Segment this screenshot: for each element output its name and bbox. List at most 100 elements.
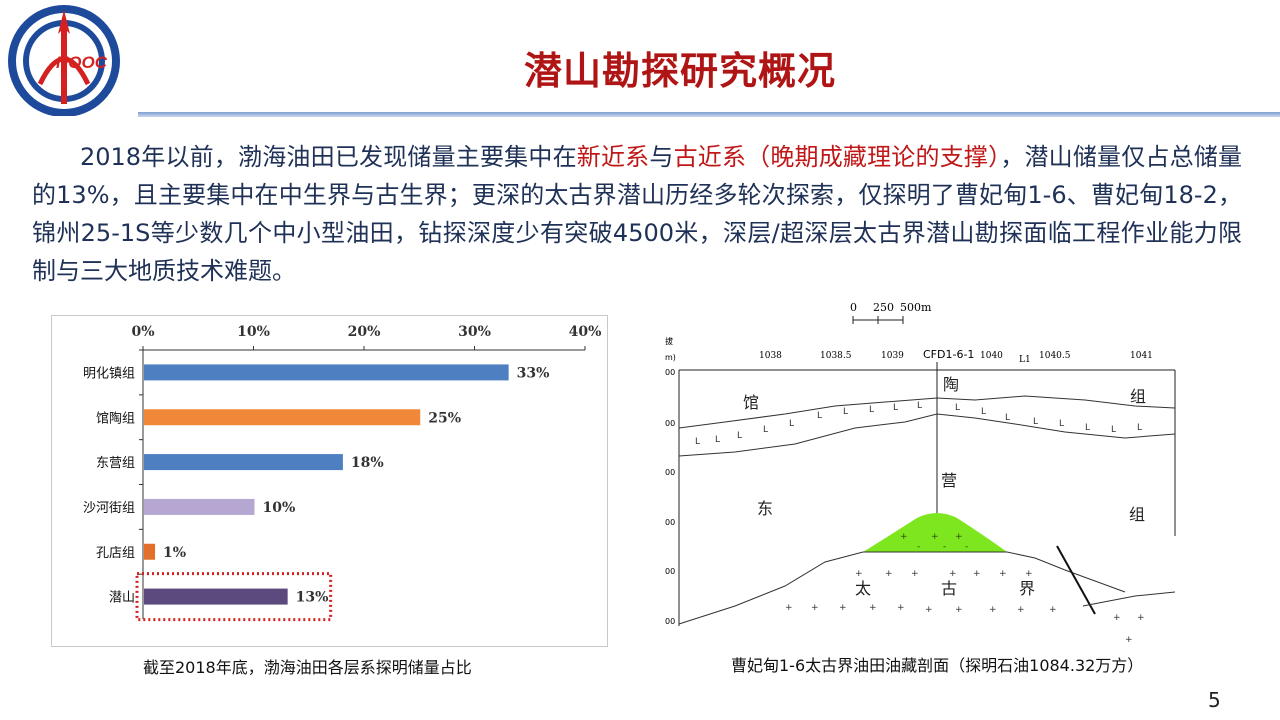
y-category-label: 孔店组 <box>96 546 135 561</box>
svg-text:L: L <box>955 403 960 413</box>
y-category-label: 明化镇组 <box>83 366 135 381</box>
highlight-paleogene: 古近系（晚期成藏理论的支撑） <box>673 143 1001 171</box>
x-tick-label: 30% <box>458 324 491 340</box>
section-caption: 曹妃甸1-6太古界油田油藏剖面（探明石油1084.32万方） <box>731 656 1144 675</box>
page-title: 潜山勘探研究概况 <box>523 49 836 93</box>
well-label: 1040.5 <box>1039 351 1071 361</box>
paragraph-text-2: 与 <box>649 143 674 171</box>
depth-label: 00 <box>665 567 675 576</box>
depth-label: 00 <box>665 617 675 626</box>
svg-text:+: + <box>1025 569 1033 579</box>
well-label: 1038.5 <box>820 351 852 361</box>
svg-text:L: L <box>1059 419 1064 429</box>
y-category-label: 馆陶组 <box>96 410 135 426</box>
svg-text:L: L <box>1005 413 1010 423</box>
y-category-label: 东营组 <box>96 456 135 471</box>
svg-text:+: + <box>949 569 957 579</box>
svg-text:L: L <box>981 407 986 417</box>
svg-text:+: + <box>989 605 997 615</box>
svg-text:+: + <box>897 603 905 613</box>
well-label: L1 <box>1019 355 1031 365</box>
formation-label: 陶 <box>943 375 959 394</box>
depth-label: 00 <box>665 518 675 527</box>
svg-text:+: + <box>1113 613 1121 623</box>
svg-text:L: L <box>763 425 768 435</box>
scale-label: 250 <box>873 301 894 314</box>
bar-value-label: 1% <box>163 545 186 561</box>
formation-label: 太 <box>855 579 871 598</box>
svg-text:+: + <box>931 532 939 542</box>
bar-value-label: 18% <box>351 455 384 471</box>
svg-text:+: + <box>839 603 847 613</box>
svg-text:+: + <box>1049 605 1057 615</box>
svg-text:+: + <box>973 569 981 579</box>
svg-text:L: L <box>1111 425 1116 435</box>
formation-label: 营 <box>941 471 957 490</box>
bar-value-label: 25% <box>428 410 461 426</box>
x-tick-label: 40% <box>569 324 602 340</box>
svg-text:-: - <box>965 542 968 552</box>
svg-text:L: L <box>917 401 922 411</box>
well-label: 1041 <box>1130 351 1153 361</box>
svg-text:+: + <box>869 603 877 613</box>
svg-text:+: + <box>1137 613 1145 623</box>
svg-text:L: L <box>1137 423 1142 433</box>
bar <box>144 454 343 471</box>
svg-text:L: L <box>737 431 742 441</box>
formation-label: 馆 <box>743 393 759 412</box>
formation-label: 东 <box>757 499 773 518</box>
svg-text:+: + <box>955 605 963 615</box>
svg-text:-: - <box>943 542 946 552</box>
fault-line <box>1056 545 1096 615</box>
depth-label: 00 <box>665 468 675 477</box>
svg-text:+: + <box>811 603 819 613</box>
scale-label: 500m <box>900 301 932 314</box>
svg-text:L: L <box>695 437 700 447</box>
svg-text:+: + <box>999 569 1007 579</box>
svg-text:+: + <box>1017 605 1025 615</box>
page-number: 5 <box>1208 688 1221 712</box>
bar-value-label: 13% <box>296 590 329 606</box>
svg-text:L: L <box>869 405 874 415</box>
svg-text:+: + <box>885 569 893 579</box>
well-label: 1038 <box>759 351 782 361</box>
svg-text:L: L <box>893 403 898 413</box>
chart-frame <box>51 315 608 647</box>
svg-text:+: + <box>785 603 793 613</box>
chart-caption: 截至2018年底，渤海油田各层系探明储量占比 <box>143 658 472 677</box>
svg-text:+: + <box>900 532 908 542</box>
x-tick-label: 0% <box>131 324 154 340</box>
well-label-main: CFD1-6-1 <box>923 348 974 361</box>
formation-label: 古 <box>941 579 957 598</box>
horizon-top <box>678 395 1176 429</box>
paragraph-text-3: ，潜山储量仅占总储量的13%，且主要集中在中生界与古生界；更深的太古界潜山历经多… <box>32 143 1243 285</box>
bar <box>144 588 288 605</box>
svg-text:+: + <box>855 569 863 579</box>
bar <box>144 498 255 515</box>
reserves-bar-chart: 0% 10% 20% 30% 40% 明化镇组 33% 馆陶组 25% 东营组 18% 沙河街组 10%… <box>83 324 602 622</box>
formation-label: 界 <box>1019 579 1035 598</box>
company-logo: NOOC <box>8 5 120 116</box>
paragraph-text-1: 2018年以前，渤海油田已发现储量主要集中在 <box>80 143 577 171</box>
bar <box>144 409 421 426</box>
y-category-label: 沙河街组 <box>83 501 135 516</box>
svg-text:-: - <box>917 542 920 552</box>
bar-value-label: 33% <box>517 365 550 381</box>
basement-surface <box>678 551 1126 625</box>
formation-label: 组 <box>1129 505 1145 524</box>
svg-text:+: + <box>955 532 963 542</box>
bar <box>144 364 509 381</box>
x-tick-label: 20% <box>348 324 381 340</box>
depth-label: 00 <box>665 368 675 377</box>
depth-label: 00 <box>665 419 675 428</box>
horizon-base <box>678 413 1176 457</box>
title-divider <box>138 112 1280 117</box>
depth-axis-label: 拔 <box>665 336 673 346</box>
svg-text:L: L <box>817 411 822 421</box>
y-category-label: 潜山 <box>109 591 135 606</box>
svg-text:L: L <box>715 435 720 445</box>
well-label: 1039 <box>881 351 904 361</box>
svg-text:L: L <box>789 419 794 429</box>
svg-text:L: L <box>843 407 848 417</box>
body-paragraph: 2018年以前，渤海油田已发现储量主要集中在新近系与古近系（晚期成藏理论的支撑）… <box>32 138 1242 290</box>
